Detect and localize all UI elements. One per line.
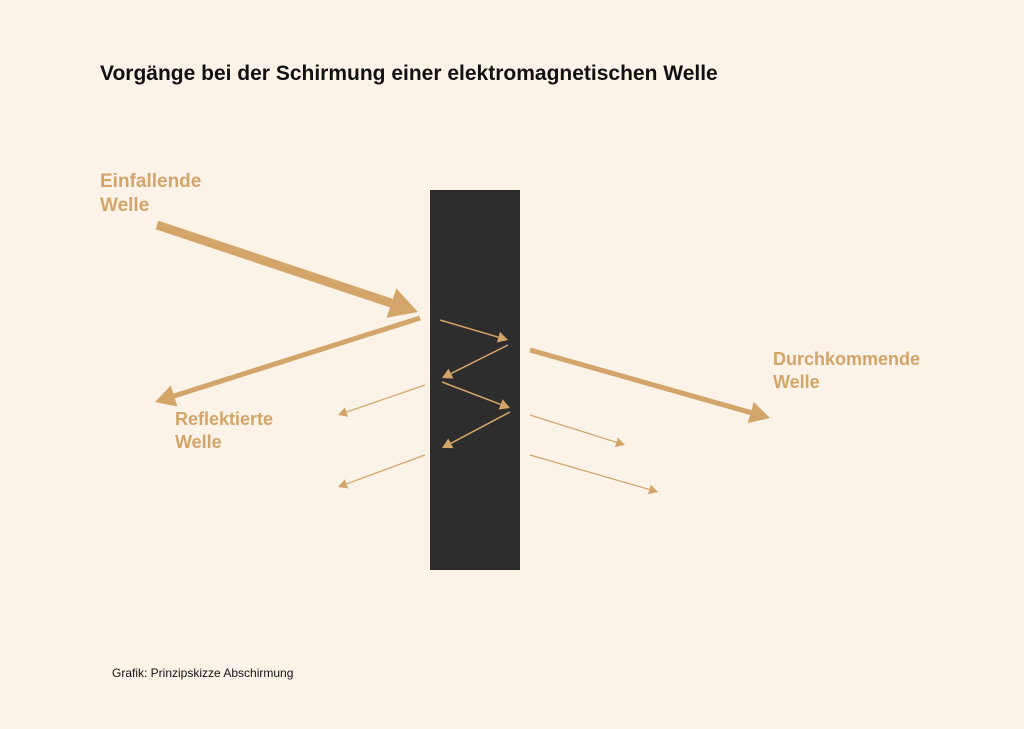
label-incident: Einfallende Welle [100, 170, 201, 218]
leak-right-arrow-1-head [648, 485, 658, 495]
label-reflected: Reflektierte Welle [175, 408, 273, 453]
leak-left-arrow-0-shaft [347, 385, 425, 412]
leak-right-arrow-1-shaft [530, 455, 649, 490]
label-transmitted-line2: Welle [773, 372, 820, 392]
reflected-arrow-shaft [174, 318, 420, 396]
reflected-arrow-head [155, 385, 177, 406]
label-incident-line1: Einfallende [100, 171, 201, 192]
label-reflected-line1: Reflektierte [175, 409, 273, 429]
diagram-caption: Grafik: Prinzipskizze Abschirmung [112, 666, 293, 680]
label-transmitted-line1: Durchkommende [773, 349, 920, 369]
transmitted-arrow-shaft [530, 350, 751, 413]
leak-left-arrow-1-shaft [346, 455, 425, 484]
diagram-canvas: Vorgänge bei der Schirmung einer elektro… [0, 0, 1024, 729]
label-incident-line2: Welle [100, 195, 149, 216]
label-transmitted: Durchkommende Welle [773, 348, 920, 393]
transmitted-arrow-head [748, 402, 770, 423]
diagram-title: Vorgänge bei der Schirmung einer elektro… [100, 62, 718, 86]
label-reflected-line2: Welle [175, 432, 222, 452]
incident-arrow-shaft [157, 225, 391, 303]
barrier-rect [430, 190, 520, 570]
leak-right-arrow-0-shaft [530, 415, 616, 442]
leak-right-arrow-0-head [615, 438, 625, 447]
